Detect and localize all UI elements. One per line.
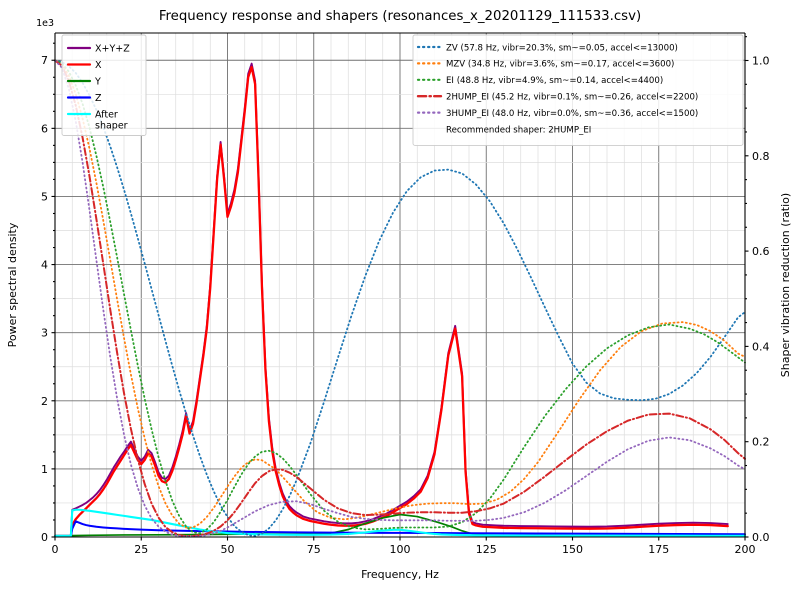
y-axis-right-label: Shaper vibration reduction (ratio) (779, 193, 792, 377)
tick-label: 3 (41, 327, 48, 340)
tick-label: 50 (221, 543, 235, 556)
series-line (54, 59, 746, 535)
legend-label: MZV (34.8 Hz, vibr=3.6%, sm~=0.17, accel… (446, 60, 674, 70)
tick-label: 0.0 (752, 531, 770, 544)
legend-label: 2HUMP_EI (45.2 Hz, vibr=0.1%, sm~=0.26, … (446, 93, 698, 103)
series-line (53, 65, 729, 538)
tick-label: 1.0 (752, 54, 770, 67)
tick-label: 0 (41, 531, 48, 544)
tick-label: 175 (648, 543, 669, 556)
tick-label: 25 (134, 543, 148, 556)
legend-psd[interactable]: X+Y+Z XYZ After shaper (61, 34, 147, 136)
tick-label: 75 (307, 543, 321, 556)
series-line (54, 59, 746, 538)
tick-label: 150 (562, 543, 583, 556)
series-line (54, 59, 746, 538)
tick-label: 0.2 (752, 436, 770, 449)
tick-label: 0.6 (752, 245, 770, 258)
y-axis-exponent-label: 1e3 (36, 18, 54, 29)
tick-label: 0.4 (752, 340, 770, 353)
legend-label: X+Y+Z (95, 43, 130, 54)
tick-label: 2 (41, 395, 48, 408)
tick-label: 1 (41, 463, 48, 476)
tick-label: 0.8 (752, 150, 770, 163)
page-title: Frequency response and shapers (resonanc… (159, 9, 641, 24)
y-axis-label: Power spectral density (6, 222, 19, 347)
tick-label: 100 (390, 543, 411, 556)
tick-label: 6 (41, 122, 48, 135)
tick-label: 0 (52, 543, 59, 556)
legend-shapers[interactable]: ZV (57.8 Hz, vibr=20.3%, sm~=0.05, accel… (412, 34, 744, 146)
tick-label: 4 (41, 259, 48, 272)
legend-label: After shaper (95, 109, 128, 131)
tick-label: 7 (41, 54, 48, 67)
legend-label: EI (48.8 Hz, vibr=4.9%, sm~=0.14, accel<… (446, 76, 663, 86)
series-line (54, 59, 746, 537)
legend-label: Z (95, 93, 102, 104)
legend-label: Y (94, 76, 101, 87)
legend-label: X (95, 60, 102, 71)
tick-label: 5 (41, 190, 48, 203)
legend-label: 3HUMP_EI (48.0 Hz, vibr=0.0%, sm~=0.36, … (446, 109, 698, 119)
legend-label: ZV (57.8 Hz, vibr=20.3%, sm~=0.05, accel… (446, 43, 678, 53)
x-axis-label: Frequency, Hz (361, 568, 439, 581)
tick-label: 125 (476, 543, 497, 556)
axis-tick-labels: 0 25 50 75 100 125 150 175 200 0 1 2 3 4 5 6 7 0.0 0.2 0.4 0… (41, 36, 770, 556)
tick-label: 200 (735, 543, 756, 556)
data-curves (53, 59, 747, 538)
recommended-shaper-annotation: Recommended shaper: 2HUMP_EI (446, 125, 591, 135)
